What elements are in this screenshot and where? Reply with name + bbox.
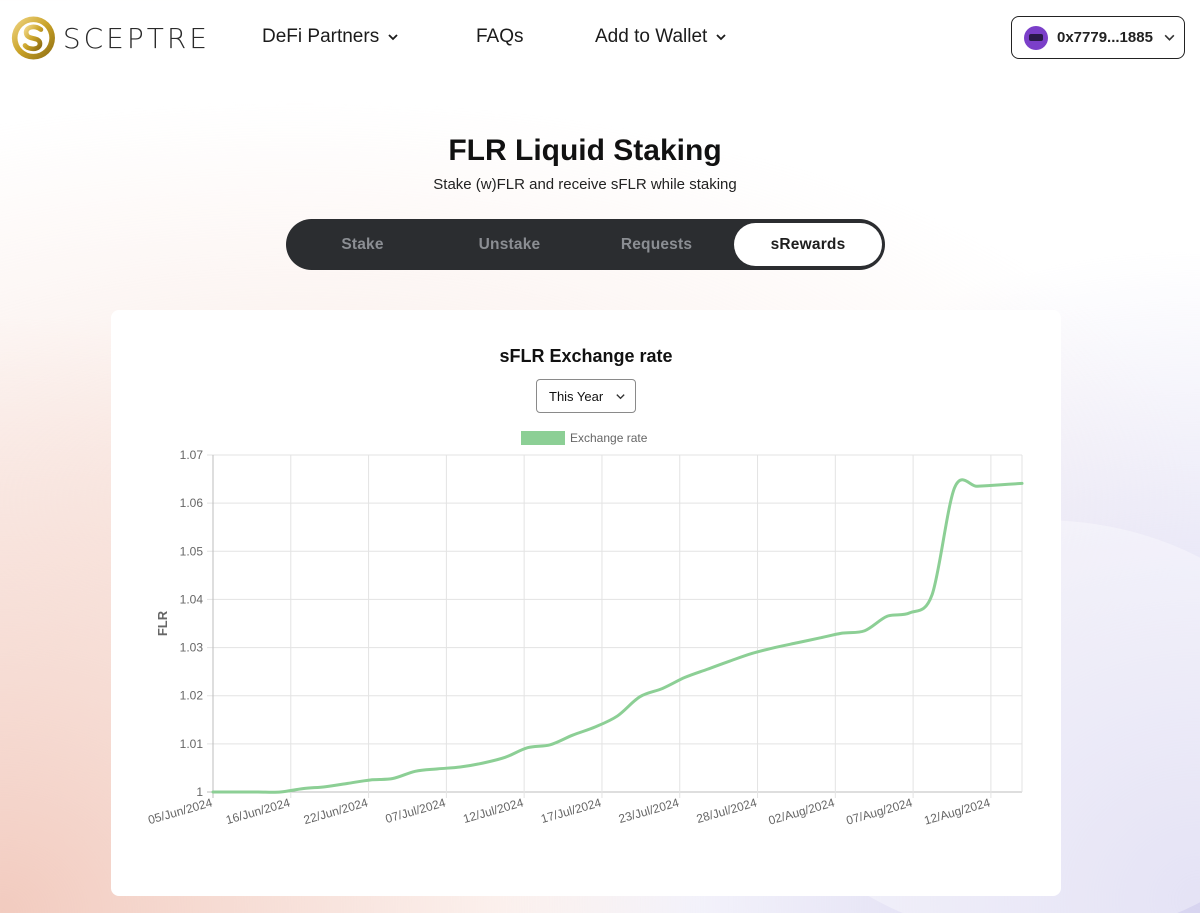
exchange-rate-line (211, 478, 1024, 794)
x-tick-label: 22/Jun/2024 (302, 795, 370, 827)
y-tick-label: 1.07 (180, 448, 204, 462)
y-tick-label: 1.06 (180, 496, 204, 510)
nav-faqs[interactable]: FAQs (476, 26, 524, 48)
x-tick-label: 05/Jun/2024 (146, 795, 214, 827)
page-title: FLR Liquid Staking (448, 134, 722, 167)
x-tick-label: 12/Jul/2024 (461, 795, 525, 826)
top-navbar: SCEPTRE DeFi Partners FAQs Add to Wallet… (0, 0, 1200, 76)
wallet-address: 0x7779...1885 (1057, 29, 1153, 46)
nav-add-to-wallet-label: Add to Wallet (595, 26, 708, 47)
nav-defi-partners[interactable]: DeFi Partners (262, 26, 399, 48)
chart-title: sFLR Exchange rate (499, 346, 673, 366)
x-tick-label: 12/Aug/2024 (922, 795, 992, 827)
x-tick-label: 07/Aug/2024 (845, 795, 915, 827)
y-tick-label: 1.05 (180, 544, 204, 558)
sceptre-logo[interactable]: SCEPTRE (10, 12, 210, 64)
y-tick-label: 1.04 (180, 592, 204, 606)
tab-stake[interactable]: Stake (341, 235, 384, 253)
nav-faqs-label: FAQs (476, 26, 524, 47)
chevron-down-icon (616, 394, 625, 400)
x-tick-label: 07/Jul/2024 (384, 795, 448, 826)
y-tick-label: 1.01 (180, 737, 204, 751)
x-tick-label: 28/Jul/2024 (695, 795, 759, 826)
tab-requests[interactable]: Requests (620, 235, 693, 253)
staking-tabs: Stake Unstake Requests sRewards (286, 219, 885, 270)
time-range-value: This Year (549, 388, 604, 404)
legend-label: Exchange rate (570, 431, 648, 445)
y-tick-label: 1 (196, 785, 203, 799)
y-axis-label: FLR (155, 610, 170, 636)
x-tick-label: 16/Jun/2024 (224, 795, 292, 827)
exchange-rate-card: 1 1.01 1.02 1.03 1.04 1.05 1.06 1.07 05/Jun/2024… (111, 310, 1061, 896)
wallet-account-button[interactable]: 0x7779...1885 (1011, 16, 1185, 59)
avatar (1024, 25, 1048, 50)
brand-name: SCEPTRE (62, 21, 210, 55)
y-tick-label: 1.03 (180, 641, 204, 655)
time-range-select[interactable]: This Year (536, 379, 636, 413)
page-subtitle: Stake (w)FLR and receive sFLR while stak… (433, 176, 737, 193)
chevron-down-icon (1164, 34, 1175, 41)
legend-swatch (521, 431, 565, 445)
x-tick-label: 17/Jul/2024 (539, 795, 603, 826)
sceptre-logo-icon (11, 16, 55, 60)
x-tick-label: 02/Aug/2024 (767, 795, 837, 827)
tab-unstake[interactable]: Unstake (478, 235, 541, 253)
x-tick-label: 23/Jul/2024 (617, 795, 681, 826)
exchange-rate-chart: 1 1.01 1.02 1.03 1.04 1.05 1.06 1.07 05/Jun/2024… (146, 431, 1024, 828)
tab-srewards[interactable]: sRewards (734, 223, 882, 266)
y-tick-label: 1.02 (180, 689, 204, 703)
chevron-down-icon (716, 34, 726, 41)
nav-defi-partners-label: DeFi Partners (262, 26, 380, 47)
nav-add-to-wallet[interactable]: Add to Wallet (595, 26, 727, 48)
chevron-down-icon (388, 34, 398, 41)
